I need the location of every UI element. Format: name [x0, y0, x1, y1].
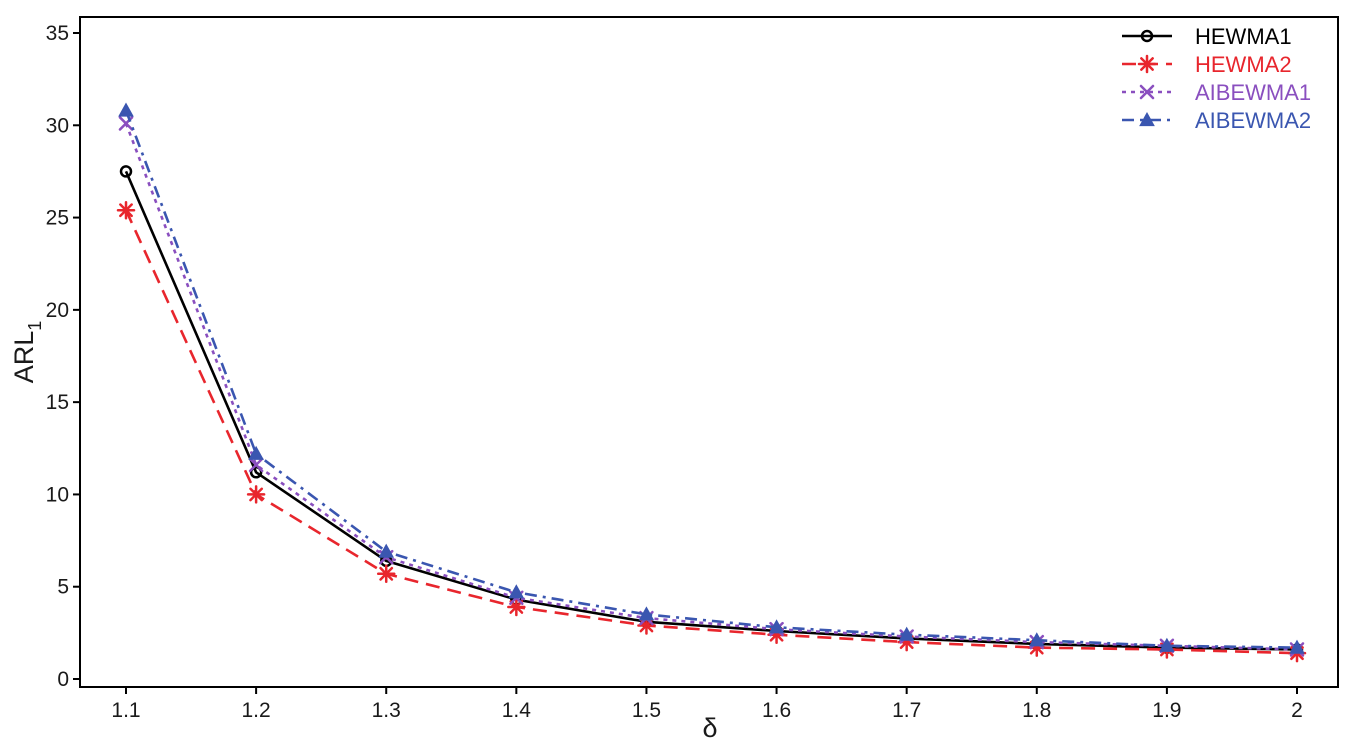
x-tick-label: 1.1	[111, 699, 140, 722]
legend-label-hewma1: HEWMA1	[1195, 24, 1292, 49]
x-tick-label: 1.9	[1152, 699, 1181, 722]
y-tick-label: 20	[46, 299, 69, 322]
y-tick-label: 15	[46, 391, 69, 414]
legend-item-aibewma2: AIBEWMA2	[1122, 108, 1311, 133]
data-point-aibewma2	[1159, 637, 1175, 652]
y-axis-title: ARL1	[9, 321, 45, 384]
data-point-aibewma2	[898, 626, 915, 641]
data-point-aibewma2	[638, 606, 655, 621]
y-tick-label: 10	[46, 483, 69, 506]
legend-marker-aibewma2	[1139, 111, 1155, 127]
y-axis-title-subscript: 1	[25, 321, 45, 331]
x-tick-label: 1.6	[762, 699, 791, 722]
data-point-hewma1	[119, 165, 133, 178]
legend-label-aibewma1: AIBEWMA1	[1195, 80, 1311, 105]
series-aibewma2	[118, 102, 1305, 654]
data-point-hewma2-stroke	[379, 566, 394, 581]
legend-marker-hewma2-stroke	[1140, 57, 1154, 71]
series-line-hewma2	[124, 209, 1298, 655]
y-tick-label: 30	[46, 114, 69, 137]
data-point-hewma2-stroke	[249, 487, 264, 502]
data-point-aibewma2	[118, 102, 134, 117]
data-point-aibewma2	[508, 584, 525, 599]
svg-text:ARL1: ARL1	[9, 321, 45, 384]
data-point-aibewma2	[378, 543, 395, 558]
y-tick-label: 25	[46, 207, 69, 230]
data-point-hewma2	[507, 597, 526, 617]
data-point-hewma1	[249, 466, 263, 479]
x-tick-label: 1.7	[892, 699, 921, 722]
legend-item-hewma2: HEWMA2	[1122, 52, 1292, 77]
data-point-aibewma2	[248, 445, 264, 460]
x-tick-label: 1.8	[1022, 699, 1051, 722]
x-tick-label: 1.4	[502, 699, 532, 722]
legend-marker-hewma1	[1140, 29, 1154, 43]
series-line-aibewma2	[124, 110, 1298, 649]
series-hewma1	[119, 165, 1304, 656]
legend-item-aibewma1: AIBEWMA1	[1122, 80, 1311, 105]
legend-label-hewma2: HEWMA2	[1195, 52, 1292, 77]
series-hewma2	[116, 200, 1307, 663]
legend-item-hewma1: HEWMA1	[1122, 24, 1292, 49]
data-point-aibewma1-stroke	[248, 457, 264, 473]
data-point-aibewma2	[1289, 639, 1305, 654]
legend-marker-hewma2	[1137, 54, 1157, 74]
legend-marker-aibewma1	[1139, 84, 1155, 100]
x-tick-label: 2	[1291, 699, 1303, 722]
data-point-aibewma2	[1028, 632, 1045, 647]
data-point-hewma2	[116, 200, 136, 220]
data-point-hewma2	[376, 564, 396, 584]
legend-marker-aibewma1-stroke	[1139, 84, 1155, 100]
legend: HEWMA1 HEWMA2 AIBEWMA1 AIBEWMA2	[1122, 24, 1311, 133]
data-point-aibewma2	[768, 619, 785, 634]
plot-frame	[79, 16, 1339, 688]
legend-label-aibewma2: AIBEWMA2	[1195, 108, 1311, 133]
data-point-hewma2-stroke	[119, 203, 133, 218]
x-axis-title: δ	[702, 713, 717, 743]
x-tick-label: 1.3	[372, 699, 401, 722]
x-tick-label: 1.2	[242, 699, 271, 722]
y-tick-label: 5	[57, 576, 69, 599]
series-aibewma1	[118, 116, 1305, 657]
y-axis-title-main: ARL	[9, 331, 39, 384]
data-point-aibewma1	[248, 457, 264, 473]
data-point-hewma2	[246, 485, 266, 504]
series-line-hewma1	[124, 170, 1298, 651]
y-tick-label: 35	[46, 22, 69, 45]
series-line-aibewma1	[124, 122, 1298, 651]
x-tick-label: 1.5	[632, 699, 661, 722]
y-tick-label: 0	[57, 668, 69, 691]
